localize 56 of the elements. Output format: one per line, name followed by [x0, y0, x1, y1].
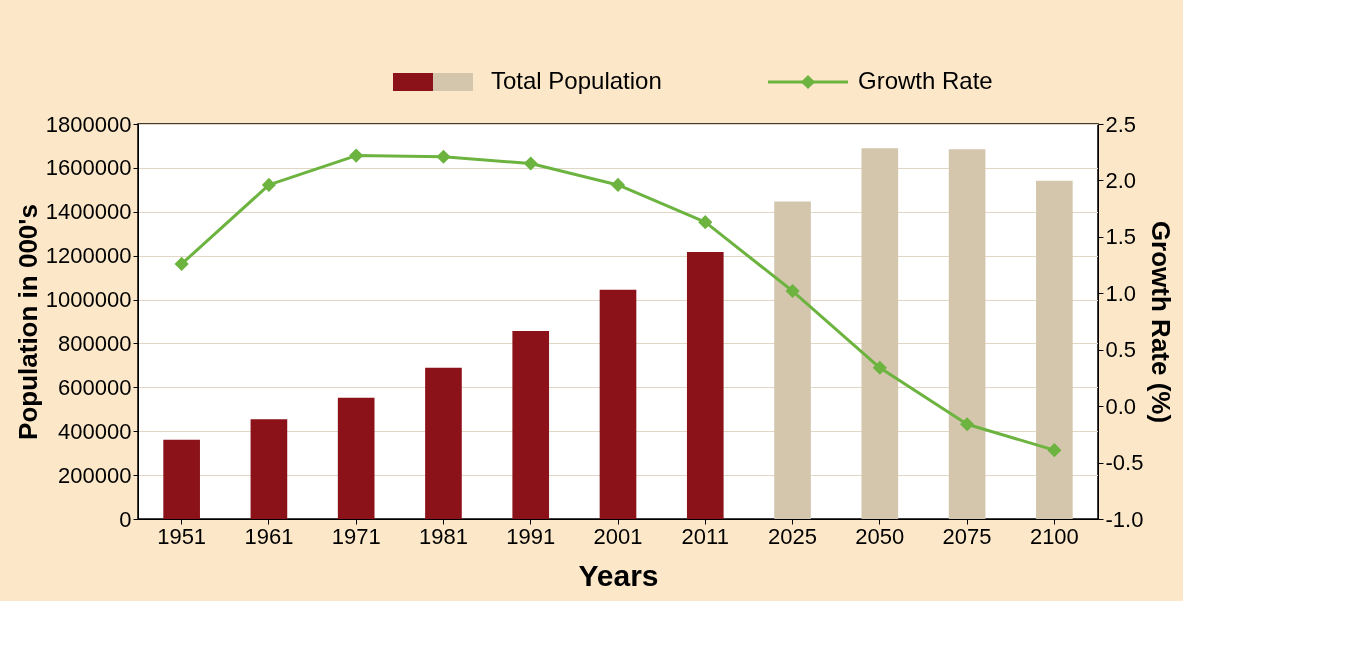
- bar: [425, 367, 462, 519]
- x-tick-label: 1961: [244, 523, 294, 549]
- bar: [163, 439, 200, 519]
- y-tick-label: 200000: [58, 462, 132, 488]
- x-tick-label: 2050: [855, 523, 905, 549]
- x-tick-label: 1981: [418, 523, 468, 549]
- point: [523, 156, 538, 171]
- bar: [337, 397, 375, 519]
- x-tick-label: 1991: [506, 523, 556, 549]
- y2-tick-label: -0.5: [1105, 450, 1144, 476]
- y2-axis-title: Growth Rate (%): [1146, 220, 1177, 424]
- x-tick-label: 1971: [331, 523, 381, 549]
- bar: [599, 289, 637, 519]
- y2-tick-label: -1.0: [1105, 506, 1144, 532]
- legend-label: Growth Rate: [858, 67, 993, 94]
- bar: [1036, 180, 1073, 519]
- y-tick-label: 0: [119, 506, 132, 532]
- point: [960, 417, 975, 432]
- bar: [948, 149, 986, 519]
- point: [174, 256, 189, 272]
- y-tick-label: 1400000: [45, 199, 132, 225]
- point: [698, 215, 713, 230]
- point: [261, 177, 276, 193]
- bar: [686, 251, 724, 519]
- y-tick-label: 1800000: [45, 111, 132, 137]
- point: [1047, 443, 1062, 458]
- y-axis-title: Population in 000's: [12, 204, 43, 440]
- x-tick-label: 2001: [593, 523, 643, 549]
- x-tick-label: 2075: [942, 523, 992, 549]
- x-axis-title: Years: [578, 558, 659, 592]
- bar: [250, 419, 288, 519]
- y-tick-label: 600000: [58, 374, 132, 400]
- bar: [512, 330, 550, 519]
- x-tick-label: 2011: [681, 523, 729, 549]
- bar: [774, 201, 811, 519]
- y2-tick-label: 2.5: [1105, 111, 1137, 137]
- y2-tick-label: 0.0: [1105, 393, 1137, 419]
- y-tick-label: 1200000: [45, 243, 132, 269]
- y2-tick-label: 0.5: [1105, 337, 1137, 363]
- y2-tick-label: 2.0: [1105, 167, 1137, 193]
- y2-tick-label: 1.5: [1105, 224, 1137, 250]
- point: [872, 360, 887, 375]
- bar: [861, 148, 899, 519]
- y-tick-label: 800000: [58, 330, 132, 356]
- x-tick-label: 2025: [768, 523, 818, 549]
- point: [610, 177, 626, 193]
- point: [436, 149, 451, 164]
- point: [785, 283, 800, 299]
- x-tick-label: 2100: [1029, 523, 1079, 549]
- point: [349, 148, 364, 163]
- y-tick-label: 400000: [58, 418, 132, 444]
- y-tick-label: 1600000: [45, 155, 132, 181]
- y2-tick-label: 1.0: [1105, 280, 1137, 306]
- x-tick-label: 1951: [157, 523, 207, 549]
- legend-label: Total Population: [491, 67, 662, 94]
- y-tick-label: 1000000: [45, 287, 132, 313]
